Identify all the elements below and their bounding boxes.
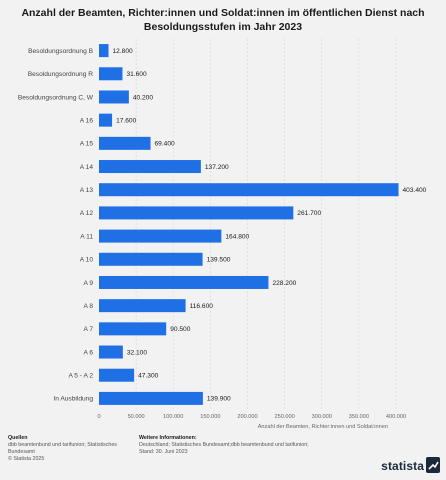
value-label: 47.300 bbox=[138, 373, 159, 380]
bar-chart-svg: Besoldungsordnung B 12.800 Besoldungsordnu… bbox=[18, 39, 427, 430]
value-label: 12.800 bbox=[113, 48, 134, 55]
x-tick-label: 0 bbox=[97, 414, 100, 420]
value-label: 403.400 bbox=[403, 187, 427, 194]
category-label: A 15 bbox=[80, 141, 94, 148]
bar bbox=[99, 183, 399, 197]
category-label: A 11 bbox=[80, 233, 93, 240]
category-label: A 5 - A 2 bbox=[68, 373, 93, 380]
value-label: 40.200 bbox=[133, 94, 154, 101]
x-tick-label: 300.000 bbox=[312, 414, 332, 420]
x-tick-label: 250.000 bbox=[275, 414, 295, 420]
statista-logo-text[interactable]: statista bbox=[381, 459, 424, 473]
x-tick-label: 200.000 bbox=[237, 414, 257, 420]
bar bbox=[99, 90, 129, 104]
sources-title: Quellen bbox=[8, 435, 28, 441]
category-label: A 13 bbox=[80, 187, 94, 194]
x-tick-label: 100.000 bbox=[163, 414, 183, 420]
value-label: 31.600 bbox=[126, 71, 147, 78]
category-label: A 10 bbox=[80, 257, 94, 264]
value-label: 69.400 bbox=[155, 141, 176, 148]
bar bbox=[99, 368, 135, 382]
sources-text: dbb beamtenbund und tarifunion; Statisti… bbox=[8, 442, 117, 455]
bar bbox=[99, 275, 269, 289]
x-tick-label: 50.000 bbox=[128, 414, 145, 420]
value-label: 139.900 bbox=[207, 396, 231, 403]
info-text: Deutschland; Statistisches Bundesamt;dbb… bbox=[139, 442, 309, 455]
value-label: 164.800 bbox=[225, 233, 249, 240]
value-label: 17.600 bbox=[116, 117, 137, 124]
value-label: 116.600 bbox=[190, 303, 214, 310]
bar bbox=[99, 322, 167, 336]
category-label: A 9 bbox=[83, 280, 93, 287]
bar bbox=[99, 67, 123, 81]
statista-logo-icon bbox=[426, 457, 440, 473]
bar bbox=[99, 229, 222, 243]
category-label: Besoldungsordnung C, W bbox=[18, 94, 94, 101]
category-label: Besoldungsordnung B bbox=[28, 48, 93, 55]
sources-block: Quellen dbb beamtenbund und tarifunion; … bbox=[8, 435, 118, 463]
footer: Quellen dbb beamtenbund und tarifunion; … bbox=[0, 430, 446, 480]
category-label: A 12 bbox=[80, 210, 94, 217]
value-label: 32.100 bbox=[127, 349, 148, 356]
category-label: A 14 bbox=[80, 164, 94, 171]
x-axis-label: Anzahl der Beamten, Richter:innen und So… bbox=[258, 424, 388, 430]
category-label: In Ausbildung bbox=[53, 396, 93, 403]
bar bbox=[99, 252, 203, 266]
bar bbox=[99, 391, 203, 405]
value-label: 228.200 bbox=[272, 280, 296, 287]
category-label: Besoldungsordnung R bbox=[28, 71, 93, 78]
bar-chart: Besoldungsordnung B 12.800 Besoldungsordnu… bbox=[18, 39, 427, 430]
x-tick-label: 350.000 bbox=[349, 414, 369, 420]
x-tick-label: 400.000 bbox=[386, 414, 406, 420]
value-label: 90.500 bbox=[170, 326, 191, 333]
bar bbox=[99, 44, 109, 58]
copyright-text: © Statista 2025 bbox=[8, 456, 45, 462]
bar bbox=[99, 160, 201, 174]
chart-title: Anzahl der Beamten, Richter:innen und So… bbox=[21, 7, 425, 33]
bar bbox=[99, 136, 151, 150]
category-label: A 6 bbox=[83, 349, 93, 356]
value-label: 261.700 bbox=[297, 210, 321, 217]
value-label: 139.500 bbox=[207, 257, 231, 264]
info-title: Weitere Informationen: bbox=[139, 435, 197, 441]
bar bbox=[99, 299, 186, 313]
value-label: 137.200 bbox=[205, 164, 229, 171]
category-label: A 8 bbox=[83, 303, 93, 310]
bar bbox=[99, 345, 123, 359]
bar bbox=[99, 113, 113, 127]
bar bbox=[99, 206, 294, 220]
info-block: Weitere Informationen: Deutschland; Stat… bbox=[139, 435, 309, 456]
category-label: A 7 bbox=[83, 326, 93, 333]
x-tick-label: 150.000 bbox=[200, 414, 220, 420]
category-label: A 16 bbox=[80, 117, 94, 124]
